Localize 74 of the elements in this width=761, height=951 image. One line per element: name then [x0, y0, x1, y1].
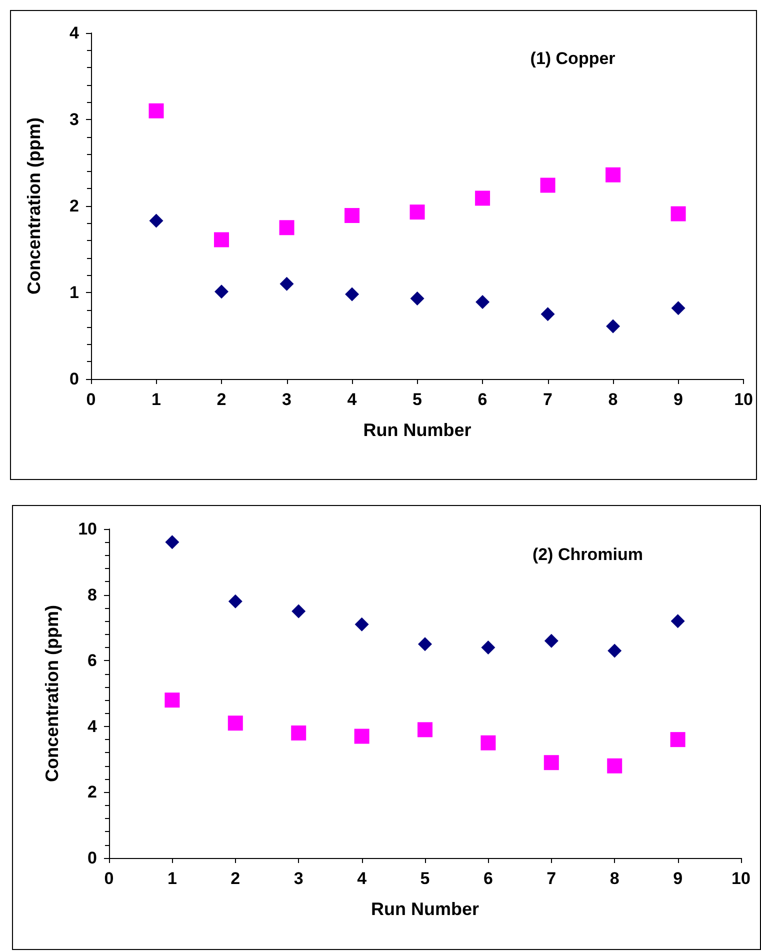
point: [544, 755, 559, 770]
point: [608, 644, 622, 658]
point: [670, 614, 685, 628]
point: [418, 722, 432, 738]
text: (1) Copper: [530, 49, 616, 68]
y-axis-title: Concentration (ppm): [24, 118, 44, 294]
x-tick-label: 9: [674, 390, 684, 409]
point: [670, 732, 686, 748]
x-tick-label: 10: [732, 869, 750, 888]
x-tick-label: 7: [546, 869, 556, 888]
point: [410, 204, 425, 220]
x-tick-label: 8: [610, 869, 620, 888]
y-tick-label: 8: [88, 585, 97, 604]
x-tick-label: 4: [347, 390, 358, 409]
point: [344, 208, 360, 224]
x-tick-label: 7: [543, 390, 553, 409]
point: [214, 232, 230, 248]
x-tick-label: 8: [608, 390, 618, 409]
y-tick-label: 2: [88, 782, 97, 802]
x-tick-label: 6: [478, 390, 488, 409]
y-tick-label: 1: [70, 283, 79, 302]
point: [476, 295, 490, 310]
x-tick-label: 0: [104, 869, 114, 888]
x-tick-label: 10: [734, 390, 754, 409]
point: [481, 640, 496, 654]
x-tick-label: 1: [167, 869, 177, 888]
point: [670, 206, 686, 222]
point: [164, 692, 180, 708]
y-tick-label: 6: [88, 651, 97, 670]
point: [540, 178, 556, 193]
point: [544, 634, 558, 648]
point: [214, 284, 229, 299]
point: [280, 276, 294, 291]
x-tick-label: 1: [152, 390, 161, 409]
text: (2) Chromium: [532, 545, 643, 564]
x-tick-label: 6: [483, 869, 493, 888]
point: [228, 594, 242, 608]
x-axis-title: Run Number: [363, 420, 472, 440]
point: [279, 220, 294, 236]
point: [671, 301, 686, 316]
point: [418, 637, 432, 652]
x-tick-label: 2: [230, 869, 240, 888]
x-tick-label: 4: [357, 869, 368, 888]
x-tick-label: 2: [216, 390, 226, 409]
point: [345, 287, 360, 302]
y-tick-label: 0: [88, 848, 97, 868]
point: [540, 307, 555, 322]
y-tick-label: 4: [70, 24, 80, 42]
point: [148, 103, 164, 118]
point: [606, 319, 620, 334]
y-tick-label: 4: [88, 716, 98, 736]
point: [607, 758, 622, 774]
point: [291, 725, 306, 740]
x-tick-label: 5: [412, 390, 422, 409]
x-axis-title: Run Number: [371, 899, 479, 919]
point: [292, 604, 306, 618]
point: [475, 190, 490, 206]
point: [354, 728, 370, 744]
y-tick-label: 3: [70, 110, 79, 129]
y-tick-label: 2: [70, 196, 79, 216]
x-tick-label: 5: [420, 869, 430, 888]
x-tick-label: 3: [282, 390, 292, 409]
point: [410, 292, 424, 306]
y-axis-title: Concentration (ppm): [42, 605, 62, 782]
point: [606, 167, 621, 182]
x-tick-label: 3: [294, 869, 304, 888]
y-tick-label: 10: [78, 520, 97, 538]
y-tick-label: 0: [70, 370, 79, 388]
point: [149, 214, 164, 228]
point: [165, 535, 180, 550]
point: [354, 617, 369, 632]
point: [480, 735, 496, 750]
x-tick-label: 9: [673, 869, 683, 888]
point: [228, 716, 243, 731]
